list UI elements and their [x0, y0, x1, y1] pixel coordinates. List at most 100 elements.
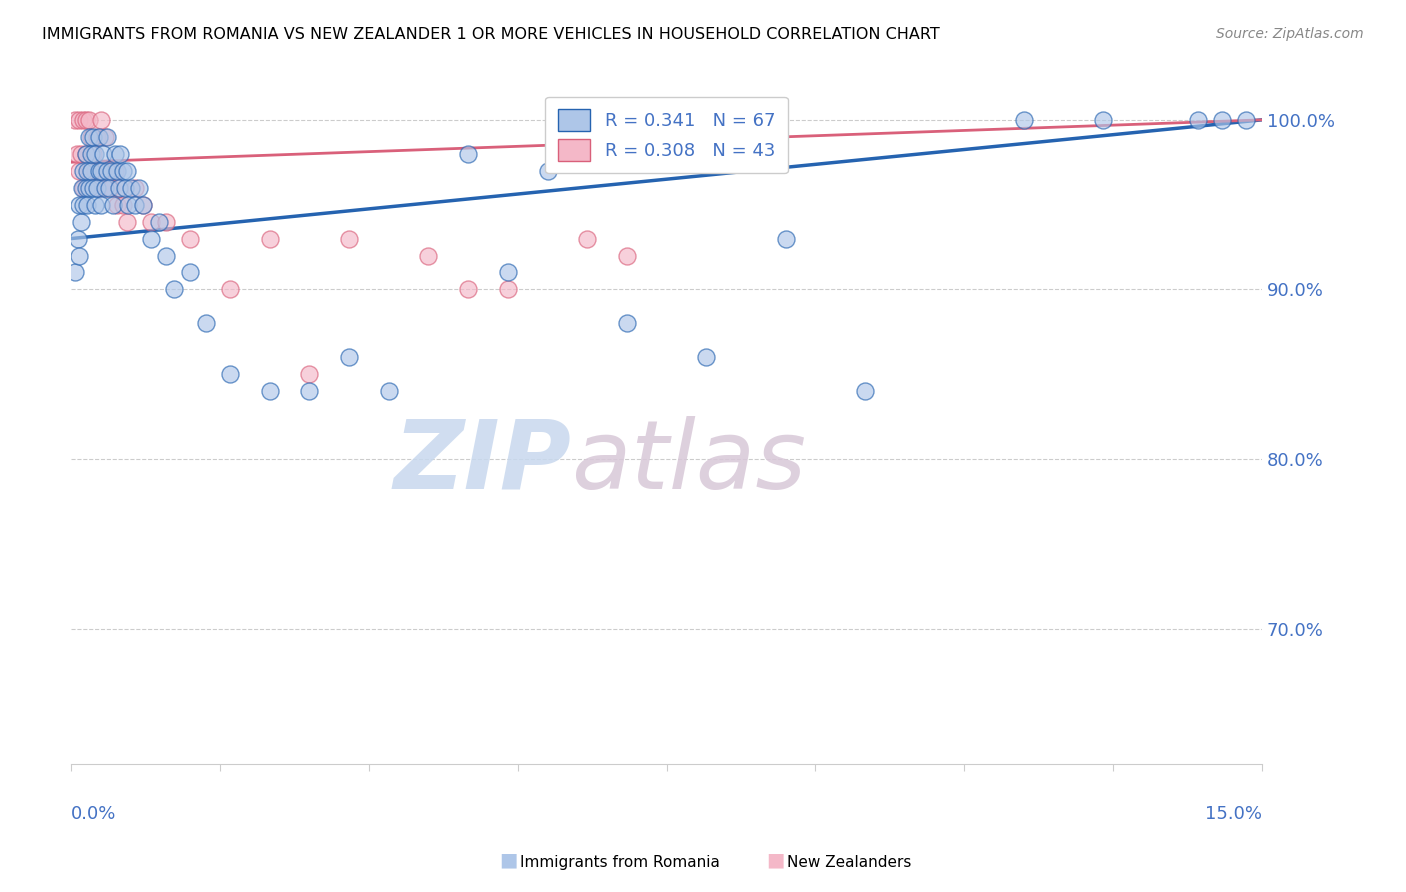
- Point: [1211, 112, 1233, 127]
- Text: New Zealanders: New Zealanders: [787, 855, 911, 870]
- Point: [69, 214, 91, 228]
- Point: [67, 112, 90, 127]
- Point: [90, 197, 112, 211]
- Point: [219, 282, 242, 296]
- Point: [616, 316, 638, 330]
- Point: [131, 197, 153, 211]
- Point: [77, 180, 100, 194]
- Point: [298, 368, 321, 382]
- Point: [179, 231, 201, 245]
- Point: [536, 163, 558, 178]
- Point: [117, 197, 139, 211]
- Point: [114, 180, 136, 194]
- Point: [139, 214, 162, 228]
- Point: [84, 163, 107, 178]
- Point: [259, 384, 281, 399]
- Text: ■: ■: [499, 851, 517, 870]
- Point: [104, 146, 127, 161]
- Point: [105, 163, 128, 178]
- Point: [87, 129, 110, 144]
- Point: [87, 163, 110, 178]
- Point: [179, 265, 201, 279]
- Point: [105, 197, 128, 211]
- Point: [67, 197, 90, 211]
- Point: [775, 231, 797, 245]
- Point: [101, 197, 124, 211]
- Point: [86, 180, 108, 194]
- Point: [76, 180, 98, 194]
- Point: [219, 368, 242, 382]
- Point: [93, 129, 115, 144]
- Point: [337, 231, 360, 245]
- Point: [75, 146, 97, 161]
- Point: [80, 163, 103, 178]
- Point: [576, 231, 599, 245]
- Point: [70, 180, 93, 194]
- Point: [66, 146, 89, 161]
- Text: IMMIGRANTS FROM ROMANIA VS NEW ZEALANDER 1 OR MORE VEHICLES IN HOUSEHOLD CORRELA: IMMIGRANTS FROM ROMANIA VS NEW ZEALANDER…: [42, 27, 941, 42]
- Point: [77, 112, 100, 127]
- Point: [75, 180, 97, 194]
- Point: [72, 197, 94, 211]
- Point: [128, 180, 150, 194]
- Point: [115, 163, 138, 178]
- Point: [80, 146, 103, 161]
- Point: [195, 316, 218, 330]
- Point: [67, 163, 90, 178]
- Point: [695, 351, 717, 365]
- Point: [82, 146, 104, 161]
- Point: [1187, 112, 1209, 127]
- Point: [108, 180, 131, 194]
- Point: [86, 129, 108, 144]
- Point: [148, 214, 170, 228]
- Point: [115, 214, 138, 228]
- Point: [457, 146, 479, 161]
- Point: [337, 351, 360, 365]
- Point: [155, 248, 177, 262]
- Point: [110, 146, 132, 161]
- Point: [63, 112, 86, 127]
- Point: [108, 180, 131, 194]
- Point: [82, 180, 104, 194]
- Point: [93, 180, 115, 194]
- Text: ■: ■: [766, 851, 785, 870]
- Point: [72, 163, 94, 178]
- Point: [111, 197, 134, 211]
- Point: [75, 146, 97, 161]
- Text: atlas: atlas: [571, 416, 806, 508]
- Point: [100, 163, 122, 178]
- Point: [69, 146, 91, 161]
- Point: [87, 180, 110, 194]
- Point: [63, 265, 86, 279]
- Point: [1012, 112, 1035, 127]
- Point: [1234, 112, 1257, 127]
- Point: [96, 163, 118, 178]
- Point: [98, 163, 121, 178]
- Point: [100, 180, 122, 194]
- Point: [76, 163, 98, 178]
- Point: [496, 265, 519, 279]
- Point: [96, 129, 118, 144]
- Point: [80, 129, 103, 144]
- Point: [90, 112, 112, 127]
- Point: [76, 197, 98, 211]
- Point: [84, 146, 107, 161]
- Text: 15.0%: 15.0%: [1205, 805, 1263, 823]
- Point: [139, 231, 162, 245]
- Point: [120, 180, 142, 194]
- Point: [84, 197, 107, 211]
- Point: [72, 112, 94, 127]
- Text: ZIP: ZIP: [394, 416, 571, 508]
- Point: [259, 231, 281, 245]
- Text: Source: ZipAtlas.com: Source: ZipAtlas.com: [1216, 27, 1364, 41]
- Point: [77, 129, 100, 144]
- Point: [1092, 112, 1115, 127]
- Text: Immigrants from Romania: Immigrants from Romania: [520, 855, 720, 870]
- Point: [496, 282, 519, 296]
- Point: [77, 163, 100, 178]
- Point: [67, 248, 90, 262]
- Point: [418, 248, 440, 262]
- Point: [131, 197, 153, 211]
- Point: [91, 146, 114, 161]
- Point: [104, 163, 127, 178]
